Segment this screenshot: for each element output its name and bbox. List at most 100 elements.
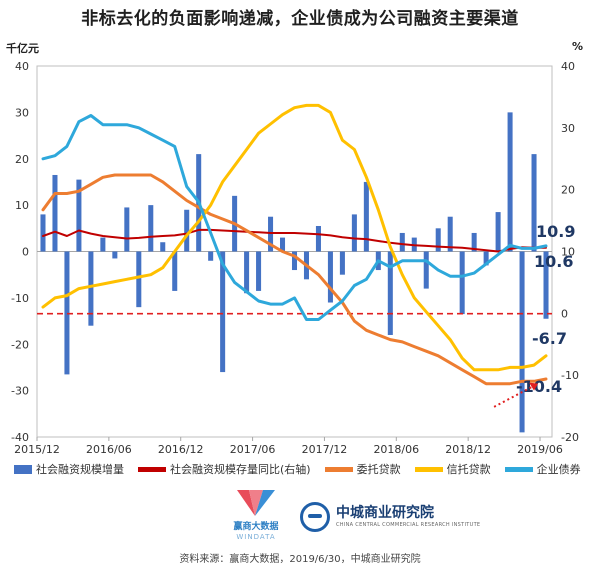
bar-social-financing-increment bbox=[76, 179, 82, 252]
x-tick-label: 2018/12 bbox=[445, 443, 491, 456]
end-value-label: -6.7 bbox=[532, 329, 567, 348]
line-corporate-bonds bbox=[41, 114, 548, 321]
line-trust-loans bbox=[41, 103, 548, 372]
legend-swatch-stock bbox=[138, 466, 166, 472]
x-tick-label: 2019/06 bbox=[517, 443, 563, 456]
bar-social-financing-increment bbox=[327, 251, 333, 303]
left-tick-label: -20 bbox=[11, 338, 29, 351]
bar-social-financing-increment bbox=[112, 251, 118, 259]
trend-arrow-head-icon bbox=[529, 382, 539, 391]
x-tick-label: 2017/12 bbox=[302, 443, 348, 456]
bar-social-financing-increment bbox=[52, 174, 58, 252]
bar-social-financing-increment bbox=[40, 214, 46, 252]
legend-swatch-bond bbox=[504, 466, 533, 472]
bar-social-financing-increment bbox=[184, 209, 190, 252]
windata-logo: 赢商大数据 WINDATA bbox=[226, 488, 286, 544]
bar-social-financing-increment bbox=[268, 216, 274, 252]
legend-item-trust: 信托贷款 bbox=[414, 461, 491, 477]
right-tick-label: 40 bbox=[561, 60, 575, 73]
bar-social-financing-increment bbox=[339, 251, 345, 275]
bar-social-financing-increment bbox=[507, 112, 513, 252]
bar-social-financing-increment bbox=[244, 251, 250, 294]
left-tick-label: -10 bbox=[11, 292, 29, 305]
bar-social-financing-increment bbox=[136, 251, 142, 308]
bar-social-financing-increment bbox=[351, 214, 357, 252]
bar-social-financing-increment bbox=[100, 237, 106, 252]
legend-label-entrusted: 委托贷款 bbox=[356, 463, 401, 476]
left-tick-label: -30 bbox=[11, 385, 29, 398]
bar-social-financing-increment bbox=[172, 251, 178, 291]
bar-social-financing-increment bbox=[208, 251, 214, 261]
bar-social-financing-increment bbox=[280, 237, 286, 252]
bar-social-financing-increment bbox=[519, 251, 525, 433]
left-tick-label: 0 bbox=[22, 246, 29, 259]
windata-logo-en: WINDATA bbox=[236, 533, 276, 541]
bar-social-financing-increment bbox=[435, 228, 441, 252]
right-tick-label: 20 bbox=[561, 184, 575, 197]
institute-logo-en: CHINA CENTRAL COMMERCIAL RESEARCH INSTIT… bbox=[336, 522, 481, 528]
x-tick-label: 2016/06 bbox=[86, 443, 132, 456]
trend-arrow-line bbox=[493, 382, 539, 408]
right-tick-label: -20 bbox=[561, 431, 579, 444]
bar-social-financing-increment bbox=[363, 181, 369, 252]
bar-social-financing-increment bbox=[291, 251, 298, 271]
bar-social-financing-increment bbox=[148, 205, 154, 252]
legend-label-bars: 社会融资规模增量 bbox=[36, 463, 124, 476]
institute-logo-cn: 中城商业研究院 bbox=[336, 505, 434, 521]
legend-label-stock: 社会融资规模存量同比(右轴) bbox=[170, 463, 311, 476]
bar-social-financing-increment bbox=[256, 251, 262, 291]
legend-label-bond: 企业债券 bbox=[536, 463, 581, 476]
line-social-financing-stock-yoy bbox=[42, 228, 547, 253]
right-tick-label: -10 bbox=[561, 369, 579, 382]
right-tick-label: 10 bbox=[561, 246, 575, 259]
legend-swatch-bars bbox=[14, 464, 32, 474]
chart-canvas: 40 30 20 10 0 -10 -20 -30 -40 40 30 20 10 0 -10 -20 2015… bbox=[11, 60, 579, 456]
right-tick-label: 0 bbox=[561, 307, 568, 320]
bar-social-financing-increment bbox=[495, 212, 501, 252]
bar-social-financing-increment bbox=[459, 251, 465, 315]
legend-item-stock: 社会融资规模存量同比(右轴) bbox=[138, 461, 311, 477]
line-entrusted-loans bbox=[41, 173, 548, 386]
left-tick-label: 10 bbox=[15, 199, 29, 212]
bar-social-financing-increment bbox=[531, 154, 537, 252]
x-tick-label: 2018/06 bbox=[373, 443, 419, 456]
right-tick-label: 30 bbox=[561, 122, 575, 135]
legend-item-entrusted: 委托贷款 bbox=[324, 461, 401, 477]
bar-social-financing-increment bbox=[160, 242, 166, 252]
x-tick-label: 2015/12 bbox=[14, 443, 60, 456]
x-tick-label: 2016/12 bbox=[158, 443, 204, 456]
end-value-label: 10.6 bbox=[534, 252, 573, 271]
legend-swatch-trust bbox=[414, 466, 443, 472]
bar-social-financing-increment bbox=[64, 251, 70, 375]
bar-social-financing-increment bbox=[543, 251, 549, 319]
legend-item-bond: 企业债券 bbox=[504, 461, 581, 477]
left-axis-unit: 千亿元 bbox=[6, 42, 39, 55]
left-tick-label: 30 bbox=[15, 106, 29, 119]
bar-social-financing-increment bbox=[399, 232, 405, 252]
source-note: 资料来源：赢商大数据，2019/6/30，中城商业研究院 bbox=[179, 554, 421, 565]
end-value-label: -10.4 bbox=[516, 377, 562, 396]
bar-social-financing-increment bbox=[88, 251, 94, 326]
bar-social-financing-increment bbox=[471, 232, 477, 252]
bar-social-financing-increment bbox=[423, 251, 429, 289]
bar-social-financing-increment bbox=[387, 251, 393, 335]
end-value-label: 10.9 bbox=[536, 222, 575, 241]
legend-label-trust: 信托贷款 bbox=[446, 463, 491, 476]
bar-social-financing-increment bbox=[124, 207, 130, 252]
bar-social-financing-increment bbox=[447, 216, 453, 252]
left-tick-label: 40 bbox=[15, 60, 29, 73]
bar-social-financing-increment bbox=[220, 251, 226, 373]
legend-item-bars: 社会融资规模增量 bbox=[14, 461, 124, 477]
research-institute-logo: 中城商业研究院 CHINA CENTRAL COMMERCIAL RESEARC… bbox=[300, 492, 480, 542]
bar-social-financing-increment bbox=[315, 225, 321, 252]
x-tick-label: 2017/06 bbox=[230, 443, 276, 456]
windata-logo-cn: 赢商大数据 bbox=[233, 522, 279, 532]
bar-social-financing-increment bbox=[483, 251, 489, 266]
chart-legend: 社会融资规模增量 社会融资规模存量同比(右轴) 委托贷款 信托贷款 企业债券 bbox=[14, 459, 594, 479]
left-tick-label: -40 bbox=[11, 431, 29, 444]
institute-emblem-icon bbox=[300, 502, 330, 532]
chart-title: 非标去化的负面影响递减，企业债成为公司融资主要渠道 bbox=[81, 9, 519, 29]
logo-area: 赢商大数据 WINDATA 中城商业研究院 CHINA CENTRAL COMM… bbox=[0, 488, 600, 546]
windata-mark-icon bbox=[237, 490, 275, 516]
left-tick-label: 20 bbox=[15, 153, 29, 166]
